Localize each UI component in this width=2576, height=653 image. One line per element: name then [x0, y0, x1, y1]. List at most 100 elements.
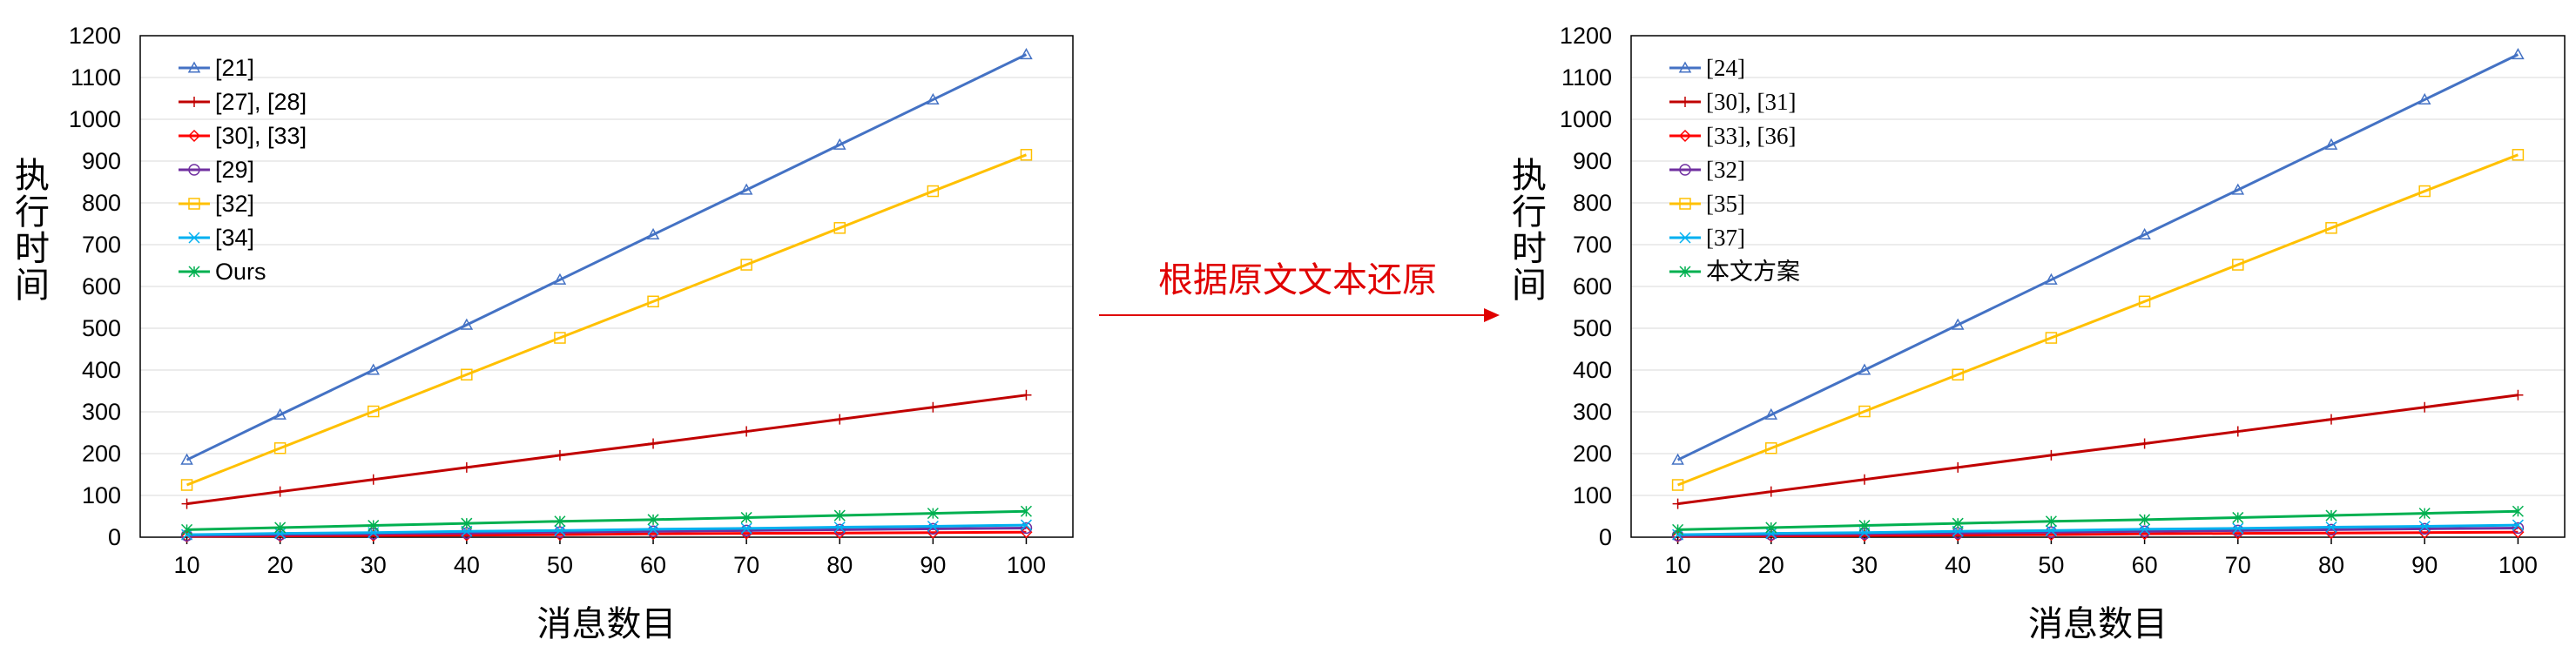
series-line: [186, 523, 1027, 536]
data-point: [927, 520, 939, 533]
data-point: [1765, 442, 1777, 454]
data-point: [554, 515, 566, 528]
legend-label: [33], [36]: [1706, 123, 1796, 149]
legend-item: [24]: [1669, 55, 1745, 81]
x-tick-label: 90: [2411, 552, 2438, 578]
series-line: [186, 530, 1027, 538]
legend-item: [34]: [179, 225, 254, 251]
data-point: [2232, 522, 2244, 535]
data-point: [2138, 295, 2151, 308]
data-point: [461, 368, 473, 381]
legend-swatch-marker: [188, 232, 200, 244]
y-tick-label: 400: [1573, 357, 1612, 383]
y-tick-label: 100: [1573, 482, 1612, 508]
data-point: [1952, 461, 1964, 473]
x-tick-label: 10: [174, 552, 200, 578]
x-tick-label: 80: [826, 552, 853, 578]
series-6: [1672, 519, 2524, 541]
x-tick-label: 100: [1007, 552, 1046, 578]
y-tick-label: 500: [82, 315, 121, 341]
data-point: [368, 405, 380, 418]
data-point: [833, 222, 846, 234]
data-point: [461, 525, 473, 537]
data-point: [2418, 522, 2431, 535]
legend-label: [21]: [215, 55, 254, 81]
series-2: [181, 389, 1032, 509]
legend-label: [34]: [215, 225, 254, 251]
legend-swatch-marker: [187, 129, 201, 143]
x-tick-label: 40: [1945, 552, 1971, 578]
y-tick-label: 1100: [71, 64, 121, 91]
data-point: [554, 524, 566, 536]
data-point: [1020, 505, 1032, 517]
data-point: [2419, 401, 2431, 413]
data-point: [553, 273, 567, 285]
legend-swatch-marker: [188, 198, 200, 210]
data-point: [2138, 525, 2151, 538]
data-point: [927, 508, 939, 520]
series-7: [181, 505, 1032, 535]
x-tick-label: 60: [640, 552, 666, 578]
chart-right: 0 100 200 300 400 500 600 700 800 900 1000 1100 1200…: [1512, 23, 2566, 644]
legend-label: Ours: [215, 259, 266, 285]
x-tick-label: 50: [547, 552, 573, 578]
x-tick-label: 30: [1851, 552, 1878, 578]
chart-left: 0 100 200 300 400 500 600 700 800 900 1000 1100 1200…: [15, 23, 1074, 644]
data-point: [927, 522, 940, 535]
y-tick-label: 1000: [1560, 106, 1612, 132]
data-point: [274, 486, 286, 497]
data-point: [740, 259, 752, 271]
series-1: [180, 48, 1033, 465]
data-point: [2325, 222, 2337, 234]
data-point: [1952, 525, 1964, 537]
legend-item: [21]: [179, 55, 254, 81]
data-point: [180, 479, 193, 491]
data-point: [554, 449, 565, 461]
data-point: [1020, 149, 1033, 161]
legend-label: [35]: [1706, 191, 1745, 217]
data-point: [2046, 449, 2057, 461]
data-point: [1952, 517, 1964, 529]
data-point: [368, 520, 380, 532]
data-point: [274, 528, 287, 540]
series-line: [1677, 153, 2519, 487]
x-axis-label: 消息数目: [537, 604, 677, 644]
data-point: [273, 442, 287, 454]
legend-item: [37]: [1669, 225, 1745, 251]
legend-swatch-marker: [1680, 97, 1690, 107]
y-tick-label: 700: [82, 232, 121, 258]
series-1: [1671, 48, 2525, 465]
data-point: [646, 227, 660, 240]
data-point: [1020, 519, 1032, 531]
data-point: [1020, 48, 1033, 60]
data-point: [2138, 227, 2151, 240]
x-tick-label: 10: [1665, 552, 1691, 578]
data-point: [1764, 407, 1778, 420]
legend-swatch-marker: [1678, 61, 1692, 73]
legend-item: [27], [28]: [179, 89, 307, 115]
legend-item: [30], [33]: [179, 123, 307, 149]
data-point: [833, 138, 846, 150]
series-line: [185, 153, 1027, 487]
series-5: [180, 149, 1033, 491]
legend-label: [32]: [1706, 157, 1745, 183]
series-5: [1671, 149, 2525, 491]
data-point: [2232, 259, 2244, 271]
legend-swatch-marker: [1679, 198, 1691, 210]
x-tick-label: 60: [2132, 552, 2158, 578]
data-point: [1859, 474, 1870, 485]
series-2: [1672, 389, 2524, 509]
data-point: [648, 438, 659, 449]
data-point: [1021, 389, 1032, 401]
legend-item: [29]: [179, 157, 254, 183]
data-point: [1765, 522, 1777, 534]
data-point: [2045, 273, 2058, 285]
data-point: [647, 514, 659, 526]
data-point: [2045, 524, 2057, 536]
legend-swatch-marker: [1679, 164, 1691, 176]
gridlines: [1631, 77, 2565, 496]
series-line: [1677, 530, 2519, 538]
legend-swatch-marker: [1678, 129, 1692, 143]
legend-item: [33], [36]: [1669, 123, 1796, 149]
